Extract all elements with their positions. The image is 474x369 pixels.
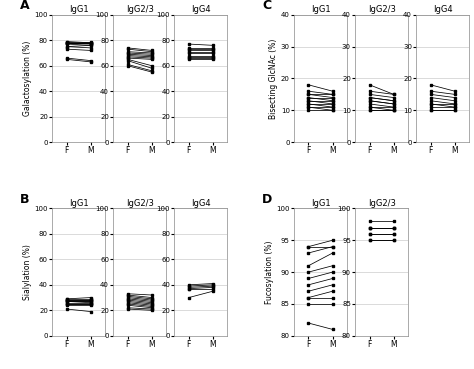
Title: IgG2/3: IgG2/3 [368, 199, 396, 208]
Title: IgG4: IgG4 [191, 199, 210, 208]
Y-axis label: Bisecting GlcNAc (%): Bisecting GlcNAc (%) [269, 38, 278, 119]
Text: B: B [20, 193, 30, 206]
Text: D: D [262, 193, 273, 206]
Text: A: A [20, 0, 30, 13]
Title: IgG1: IgG1 [311, 5, 330, 14]
Title: IgG1: IgG1 [311, 199, 330, 208]
Y-axis label: Galactosylation (%): Galactosylation (%) [23, 41, 32, 116]
Title: IgG1: IgG1 [69, 199, 89, 208]
Title: IgG1: IgG1 [69, 5, 89, 14]
Text: C: C [262, 0, 271, 13]
Title: IgG4: IgG4 [191, 5, 210, 14]
Title: IgG4: IgG4 [433, 5, 453, 14]
Title: IgG2/3: IgG2/3 [126, 199, 154, 208]
Y-axis label: Fucosylation (%): Fucosylation (%) [264, 240, 273, 304]
Y-axis label: Sialylation (%): Sialylation (%) [23, 244, 32, 300]
Title: IgG2/3: IgG2/3 [368, 5, 396, 14]
Title: IgG2/3: IgG2/3 [126, 5, 154, 14]
